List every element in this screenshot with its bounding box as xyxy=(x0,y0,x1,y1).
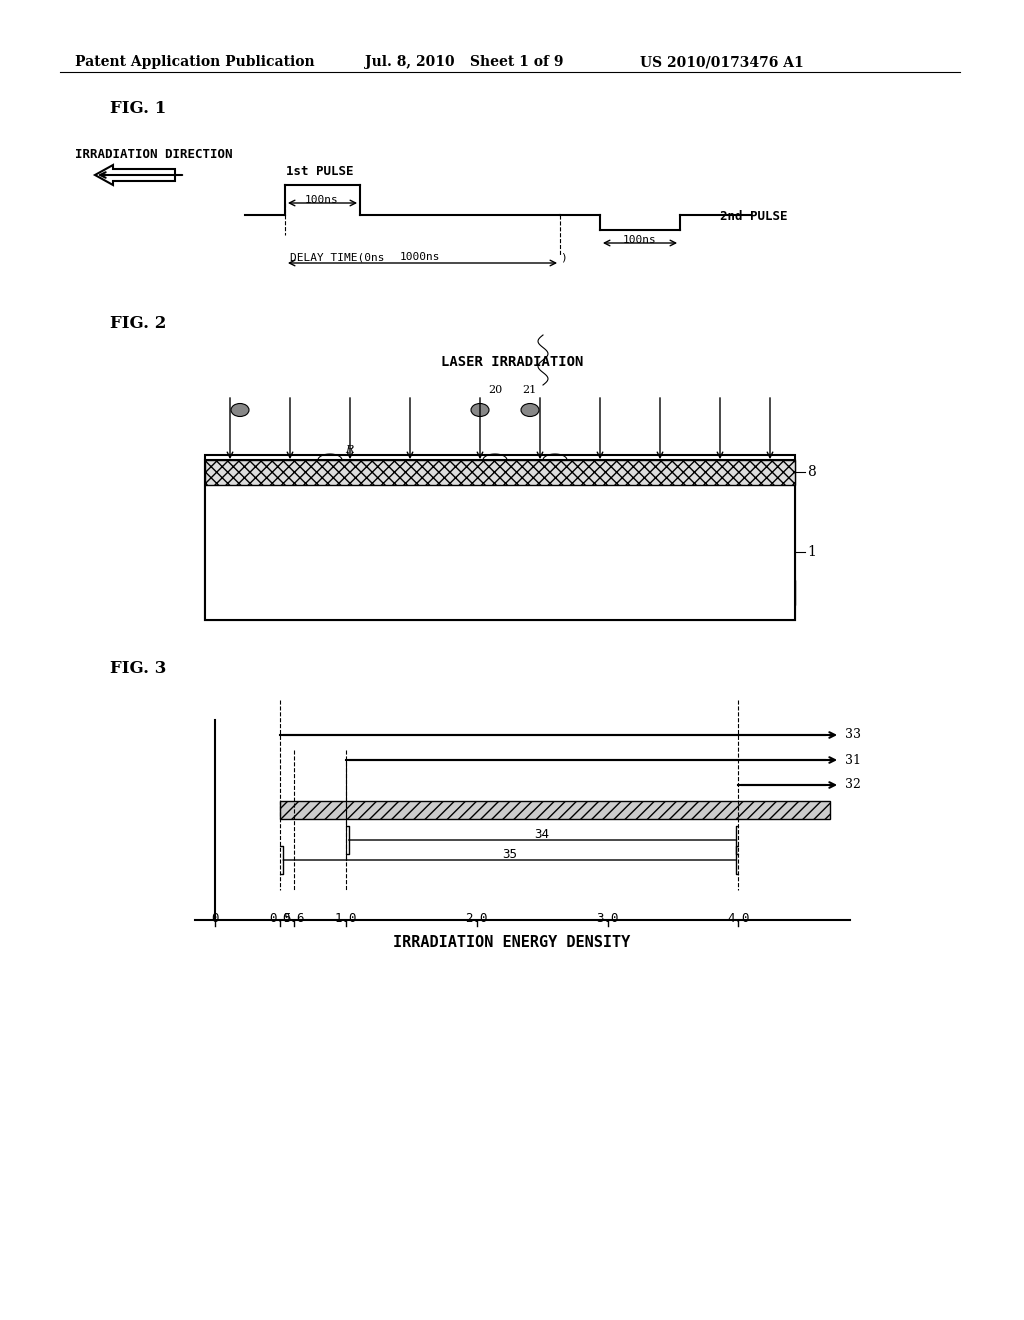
Text: LASER IRRADIATION: LASER IRRADIATION xyxy=(440,355,584,370)
Text: Patent Application Publication: Patent Application Publication xyxy=(75,55,314,69)
Text: 0: 0 xyxy=(211,912,219,925)
Bar xyxy=(281,801,830,818)
Text: Sheet 1 of 9: Sheet 1 of 9 xyxy=(470,55,563,69)
Text: 31: 31 xyxy=(845,754,861,767)
Text: 32: 32 xyxy=(845,779,861,792)
Text: 2nd PULSE: 2nd PULSE xyxy=(720,210,787,223)
Bar xyxy=(205,579,795,605)
Text: US 2010/0173476 A1: US 2010/0173476 A1 xyxy=(640,55,804,69)
Text: Jul. 8, 2010: Jul. 8, 2010 xyxy=(365,55,455,69)
Ellipse shape xyxy=(231,404,249,417)
Text: FIG. 1: FIG. 1 xyxy=(110,100,166,117)
Text: 2.0: 2.0 xyxy=(466,912,488,925)
Text: 8: 8 xyxy=(807,465,816,479)
Text: IRRADIATION ENERGY DENSITY: IRRADIATION ENERGY DENSITY xyxy=(393,935,631,950)
Text: 3.0: 3.0 xyxy=(596,912,618,925)
Text: 0.5: 0.5 xyxy=(269,912,292,925)
Text: 1000ns: 1000ns xyxy=(400,252,440,261)
Text: 100ns: 100ns xyxy=(624,235,656,246)
Text: DELAY TIME(0ns: DELAY TIME(0ns xyxy=(290,252,384,261)
Ellipse shape xyxy=(471,404,489,417)
Bar xyxy=(205,459,795,620)
Text: 0.6: 0.6 xyxy=(283,912,305,925)
Text: R: R xyxy=(345,445,353,455)
Text: FIG. 2: FIG. 2 xyxy=(110,315,166,333)
Text: 35: 35 xyxy=(502,847,517,861)
Text: 34: 34 xyxy=(535,828,550,841)
Text: 21: 21 xyxy=(522,385,537,395)
Text: 33: 33 xyxy=(845,729,861,742)
FancyArrow shape xyxy=(95,165,175,185)
Text: 1: 1 xyxy=(807,545,816,558)
Ellipse shape xyxy=(521,404,539,417)
Text: ): ) xyxy=(560,252,566,261)
Text: 20: 20 xyxy=(488,385,502,395)
Text: IRRADIATION DIRECTION: IRRADIATION DIRECTION xyxy=(75,148,232,161)
Text: 4.0: 4.0 xyxy=(727,912,750,925)
Bar xyxy=(205,459,795,484)
Bar xyxy=(205,455,795,620)
Text: FIG. 3: FIG. 3 xyxy=(110,660,166,677)
Text: 100ns: 100ns xyxy=(305,195,339,205)
Text: 1.0: 1.0 xyxy=(335,912,357,925)
Text: 1st PULSE: 1st PULSE xyxy=(287,165,353,178)
